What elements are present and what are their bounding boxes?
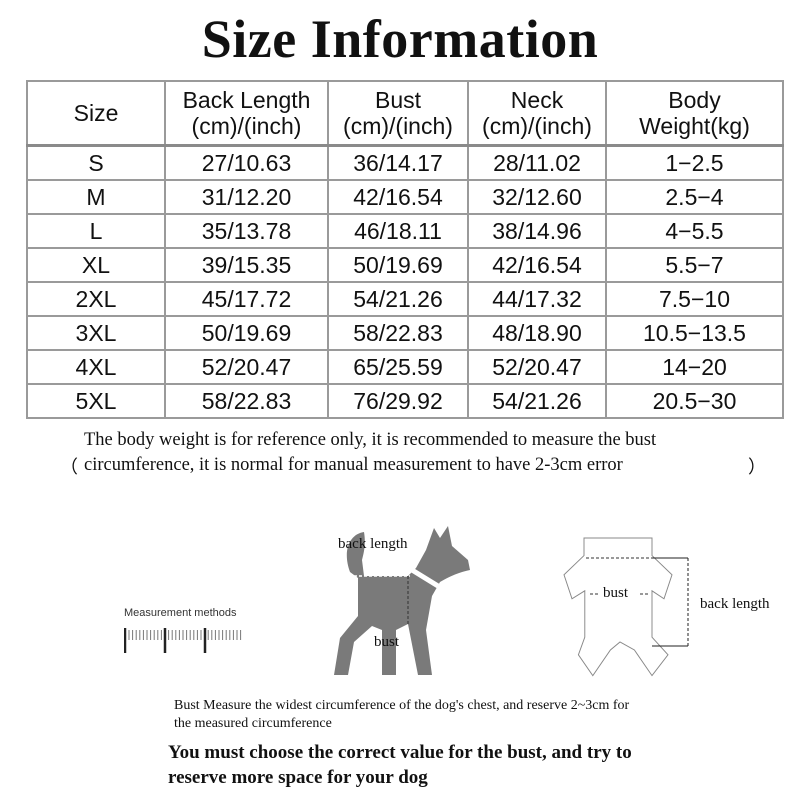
garment-diagram bbox=[563, 537, 689, 677]
table-row: 3XL 50/19.69 58/22.83 48/18.90 10.5−13.5 bbox=[26, 315, 784, 351]
column-header: Size bbox=[26, 80, 166, 147]
table-cell: 35/13.78 bbox=[164, 213, 329, 249]
table-header-row: Size Back Length (cm)/(inch) Bust (cm)/(inch… bbox=[26, 80, 784, 147]
column-header-line: (cm)/(inch) bbox=[482, 113, 592, 139]
column-header-line: Body bbox=[668, 87, 721, 113]
table-cell: 1−2.5 bbox=[605, 144, 784, 181]
table-cell: 32/12.60 bbox=[467, 179, 607, 215]
table-cell: 54/21.26 bbox=[327, 281, 469, 317]
table-row: 5XL 58/22.83 76/29.92 54/21.26 20.5−30 bbox=[26, 383, 784, 419]
table-row: M 31/12.20 42/16.54 32/12.60 2.5−4 bbox=[26, 179, 784, 215]
table-row: XL 39/15.35 50/19.69 42/16.54 5.5−7 bbox=[26, 247, 784, 283]
table-cell: 50/19.69 bbox=[327, 247, 469, 283]
page-title: Size Information bbox=[201, 9, 599, 69]
table-cell: 2XL bbox=[26, 281, 166, 317]
table-cell: 2.5−4 bbox=[605, 179, 784, 215]
table-cell: XL bbox=[26, 247, 166, 283]
table-cell: 4−5.5 bbox=[605, 213, 784, 249]
table-cell: 14−20 bbox=[605, 349, 784, 385]
table-cell: 39/15.35 bbox=[164, 247, 329, 283]
table-cell: 54/21.26 bbox=[467, 383, 607, 419]
table-cell: 28/11.02 bbox=[467, 144, 607, 181]
size-table: Size Back Length (cm)/(inch) Bust (cm)/(inch… bbox=[26, 80, 784, 419]
table-cell: 58/22.83 bbox=[164, 383, 329, 419]
dog-diagram bbox=[334, 526, 470, 675]
column-header-line: Weight(kg) bbox=[639, 113, 750, 139]
table-cell: 42/16.54 bbox=[327, 179, 469, 215]
column-header: Neck (cm)/(inch) bbox=[467, 80, 607, 147]
table-row: S 27/10.63 36/14.17 28/11.02 1−2.5 bbox=[26, 144, 784, 181]
table-cell: 27/10.63 bbox=[164, 144, 329, 181]
table-cell: 5XL bbox=[26, 383, 166, 419]
table-cell: 58/22.83 bbox=[327, 315, 469, 351]
table-cell: 4XL bbox=[26, 349, 166, 385]
table-cell: 38/14.96 bbox=[467, 213, 607, 249]
table-cell: 36/14.17 bbox=[327, 144, 469, 181]
dog-silhouette-icon bbox=[334, 526, 470, 675]
measurement-methods-label: Measurement methods bbox=[124, 607, 237, 619]
table-cell: 44/17.32 bbox=[467, 281, 607, 317]
table-cell: 50/19.69 bbox=[164, 315, 329, 351]
table-cell: 65/25.59 bbox=[327, 349, 469, 385]
bust-advice: You must choose the correct value for th… bbox=[168, 742, 632, 788]
table-cell: 52/20.47 bbox=[164, 349, 329, 385]
ruler-icon bbox=[124, 628, 242, 653]
table-cell: 45/17.72 bbox=[164, 281, 329, 317]
table-row: 4XL 52/20.47 65/25.59 52/20.47 14−20 bbox=[26, 349, 784, 385]
table-cell: L bbox=[26, 213, 166, 249]
column-header-line: Back Length bbox=[182, 87, 311, 113]
column-header-line: Bust bbox=[374, 87, 422, 113]
table-cell: 52/20.47 bbox=[467, 349, 607, 385]
bust-measure-instructions: Bust Measure the widest circumference of… bbox=[174, 698, 630, 731]
column-header: Bust (cm)/(inch) bbox=[327, 80, 469, 147]
garment-bust-label: bust bbox=[603, 585, 629, 601]
table-cell: 20.5−30 bbox=[605, 383, 784, 419]
garment-back-length-label: back length bbox=[700, 596, 770, 612]
column-header-line: Neck bbox=[510, 87, 564, 113]
close-paren: ） bbox=[748, 457, 766, 477]
garment-outline-icon bbox=[563, 537, 673, 677]
column-header: Back Length (cm)/(inch) bbox=[164, 80, 329, 147]
column-header-line: Size bbox=[73, 100, 119, 126]
column-header-line: (cm)/(inch) bbox=[191, 113, 302, 139]
table-row: 2XL 45/17.72 54/21.26 44/17.32 7.5−10 bbox=[26, 281, 784, 317]
table-cell: 42/16.54 bbox=[467, 247, 607, 283]
table-cell: S bbox=[26, 144, 166, 181]
open-paren: （ bbox=[60, 457, 78, 477]
reference-note: The body weight is for reference only, i… bbox=[84, 430, 657, 475]
table-row: L 35/13.78 46/18.11 38/14.96 4−5.5 bbox=[26, 213, 784, 249]
column-header-line: (cm)/(inch) bbox=[343, 113, 453, 139]
table-cell: 3XL bbox=[26, 315, 166, 351]
column-header: Body Weight(kg) bbox=[605, 80, 784, 147]
table-cell: M bbox=[26, 179, 166, 215]
dog-bust-label: bust bbox=[374, 634, 400, 650]
dog-back-length-label: back length bbox=[338, 536, 408, 552]
table-cell: 10.5−13.5 bbox=[605, 315, 784, 351]
table-cell: 31/12.20 bbox=[164, 179, 329, 215]
table-cell: 5.5−7 bbox=[605, 247, 784, 283]
table-cell: 48/18.90 bbox=[467, 315, 607, 351]
table-cell: 46/18.11 bbox=[327, 213, 469, 249]
table-cell: 76/29.92 bbox=[327, 383, 469, 419]
table-cell: 7.5−10 bbox=[605, 281, 784, 317]
